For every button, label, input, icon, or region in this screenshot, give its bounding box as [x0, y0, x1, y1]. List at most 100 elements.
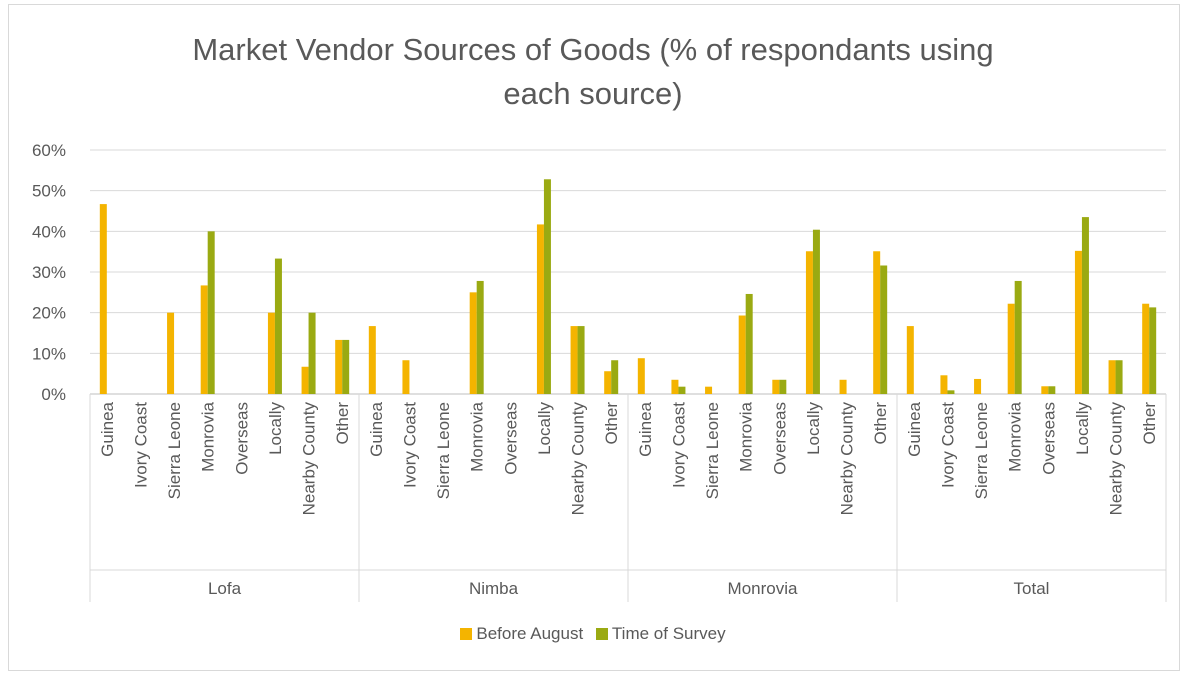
category-label: Monrovia	[468, 401, 487, 471]
category-label: Sierra Leone	[434, 402, 453, 499]
bar-survey-monrovia-locally	[812, 229, 820, 394]
category-label: Nearby County	[569, 402, 588, 516]
bar-before-nimba-monrovia	[469, 292, 477, 394]
bar-before-monrovia-other	[873, 251, 881, 394]
bar-before-lofa-monrovia	[200, 285, 208, 394]
category-label: Monrovia	[737, 401, 756, 471]
category-label: Nearby County	[1107, 402, 1126, 516]
legend: Before August Time of Survey	[0, 624, 1186, 644]
bar-before-monrovia-nearby-county	[839, 379, 847, 394]
bar-survey-total-locally	[1081, 217, 1089, 394]
category-label: Other	[333, 402, 352, 445]
category-label: Locally	[1073, 402, 1092, 455]
category-label: Locally	[535, 402, 554, 455]
bar-survey-total-overseas	[1048, 386, 1056, 394]
bar-survey-lofa-nearby-county	[308, 312, 316, 394]
category-label: Overseas	[1039, 402, 1058, 475]
bar-before-lofa-locally	[267, 312, 275, 394]
bar-survey-monrovia-overseas	[779, 379, 787, 394]
bar-survey-lofa-locally	[274, 258, 282, 394]
bar-survey-nimba-nearby-county	[577, 326, 585, 394]
category-label: Sierra Leone	[972, 402, 991, 499]
category-label: Other	[1140, 402, 1159, 445]
y-tick-label: 20%	[32, 304, 66, 323]
bar-before-monrovia-guinea	[637, 358, 645, 394]
y-tick-label: 40%	[32, 222, 66, 241]
bar-survey-total-nearby-county	[1115, 360, 1123, 394]
bar-before-nimba-other	[604, 371, 612, 394]
bar-before-nimba-guinea	[368, 326, 376, 394]
legend-label-survey: Time of Survey	[611, 624, 726, 643]
bar-survey-monrovia-monrovia	[745, 293, 753, 394]
bar-before-lofa-nearby-county	[301, 366, 309, 394]
category-label: Ivory Coast	[400, 402, 419, 488]
bar-before-total-guinea	[906, 326, 914, 394]
bar-before-nimba-locally	[536, 224, 544, 394]
category-label: Guinea	[367, 401, 386, 456]
chart-title-line-1: Market Vendor Sources of Goods (% of res…	[192, 32, 994, 67]
y-tick-label: 30%	[32, 263, 66, 282]
bar-before-total-locally	[1074, 250, 1082, 394]
category-label: Nearby County	[838, 402, 857, 516]
legend-swatch-survey	[595, 628, 608, 640]
bar-before-lofa-sierra-leone	[167, 312, 175, 394]
bar-survey-total-other	[1149, 307, 1157, 394]
bar-before-monrovia-sierra-leone	[705, 386, 713, 394]
bar-survey-total-monrovia	[1014, 280, 1022, 394]
group-label: Lofa	[208, 579, 242, 598]
bar-survey-lofa-monrovia	[207, 231, 215, 394]
group-label: Total	[1014, 579, 1050, 598]
category-label: Overseas	[232, 402, 251, 475]
legend-item-before: Before August	[460, 624, 583, 644]
y-tick-label: 60%	[32, 141, 66, 160]
category-label: Locally	[804, 402, 823, 455]
bar-before-total-other	[1142, 303, 1150, 394]
bar-before-nimba-nearby-county	[570, 326, 578, 394]
bar-survey-nimba-monrovia	[476, 280, 484, 394]
legend-swatch-before	[460, 628, 473, 640]
category-label: Overseas	[770, 402, 789, 475]
y-tick-label: 0%	[41, 385, 66, 404]
category-label: Other	[602, 402, 621, 445]
category-label: Guinea	[636, 401, 655, 456]
bar-survey-nimba-locally	[543, 179, 551, 394]
category-label: Locally	[266, 402, 285, 455]
category-label: Other	[871, 402, 890, 445]
bar-before-lofa-guinea	[99, 204, 107, 394]
category-label: Ivory Coast	[669, 402, 688, 488]
bar-before-nimba-ivory-coast	[402, 360, 410, 394]
group-label: Nimba	[469, 579, 519, 598]
chart-title-line-2: each source)	[503, 76, 683, 111]
bar-before-monrovia-monrovia	[738, 315, 746, 394]
bar-before-total-overseas	[1041, 386, 1049, 394]
bar-before-total-ivory-coast	[940, 375, 948, 394]
bar-before-monrovia-overseas	[772, 379, 780, 394]
category-label: Nearby County	[300, 402, 319, 516]
category-label: Guinea	[98, 401, 117, 456]
chart-title: Market Vendor Sources of Goods (% of res…	[0, 28, 1186, 116]
category-label: Monrovia	[1006, 401, 1025, 471]
category-label: Ivory Coast	[131, 402, 150, 488]
y-tick-label: 50%	[32, 182, 66, 201]
legend-item-survey: Time of Survey	[595, 624, 726, 644]
bar-survey-monrovia-ivory-coast	[678, 386, 686, 394]
bar-before-total-monrovia	[1007, 303, 1015, 394]
category-label: Monrovia	[199, 401, 218, 471]
category-label: Overseas	[501, 402, 520, 475]
bar-survey-total-ivory-coast	[947, 390, 955, 394]
bar-before-monrovia-locally	[805, 251, 813, 394]
group-label: Monrovia	[728, 579, 798, 598]
category-label: Ivory Coast	[938, 402, 957, 488]
category-label: Guinea	[905, 401, 924, 456]
bar-survey-nimba-other	[611, 360, 619, 394]
bar-before-total-nearby-county	[1108, 360, 1116, 394]
bar-before-monrovia-ivory-coast	[671, 379, 679, 394]
bar-before-total-sierra-leone	[974, 378, 982, 394]
category-label: Sierra Leone	[703, 402, 722, 499]
bar-survey-monrovia-other	[880, 265, 888, 394]
bar-before-lofa-other	[335, 339, 343, 394]
bar-survey-lofa-other	[342, 339, 350, 394]
y-tick-label: 10%	[32, 344, 66, 363]
category-label: Sierra Leone	[165, 402, 184, 499]
